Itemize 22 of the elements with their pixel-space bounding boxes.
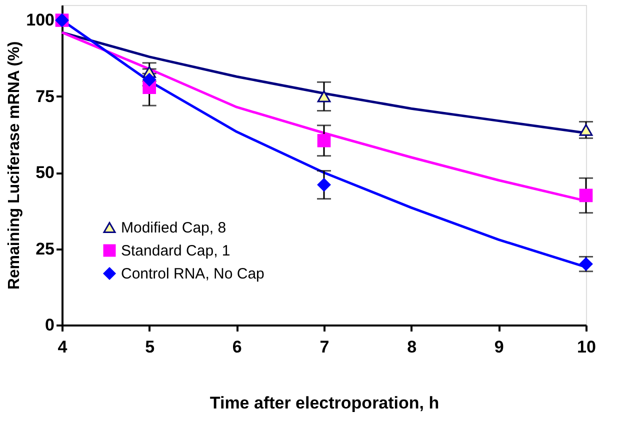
y-tick-label: 100 [26,10,54,30]
y-axis-title: Remaining Luciferase mRNA (%) [6,41,24,290]
x-tick-label: 5 [145,338,155,356]
point [317,134,331,148]
point [317,178,331,192]
point [579,188,593,202]
x-axis-title: Time after electroporation, h [210,394,440,412]
y-tick-label: 75 [36,86,54,106]
x-tick-label: 4 [58,338,68,356]
point [579,124,593,136]
y-tick-label: 25 [36,239,54,258]
x-tick-label: 6 [232,338,242,356]
x-tick-label: 10 [577,338,596,356]
legend-label: Control RNA, No Cap [121,266,264,282]
legend-label: Standard Cap, 1 [121,242,230,260]
point [317,90,331,102]
legend-label: Modified Cap, 8 [121,220,226,236]
x-tick-label: 9 [494,338,504,356]
y-tick-label: 50 [36,163,54,182]
x-tick-label: 7 [320,338,330,356]
y-tick-label: 0 [45,316,54,334]
x-tick-label: 8 [407,338,417,356]
